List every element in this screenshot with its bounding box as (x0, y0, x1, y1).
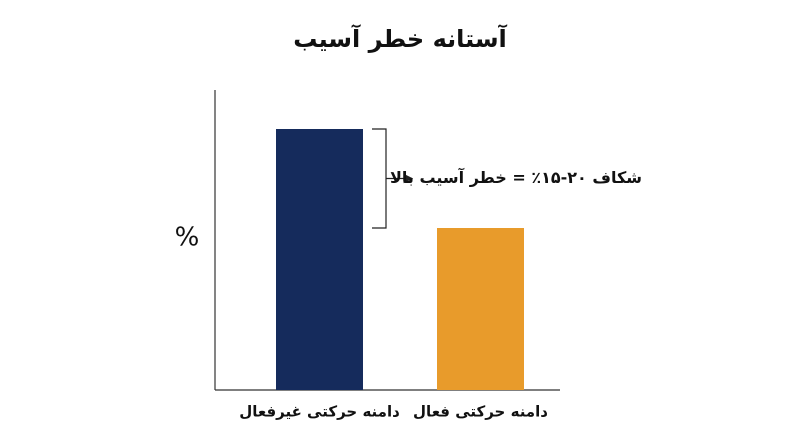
bar (437, 228, 524, 390)
bar (276, 129, 363, 390)
gap-bracket (372, 128, 387, 229)
x-tick-label: دامنه حرکتی غیرفعال (239, 403, 400, 421)
x-tick-label: دامنه حرکتی فعال (413, 403, 548, 421)
chart-title: آستانه خطر آسیب (293, 24, 507, 53)
y-axis-label: % (175, 223, 200, 253)
annotation: شکاف ۲۰-۱۵٪ = خطر آسیب بالا (390, 167, 642, 187)
